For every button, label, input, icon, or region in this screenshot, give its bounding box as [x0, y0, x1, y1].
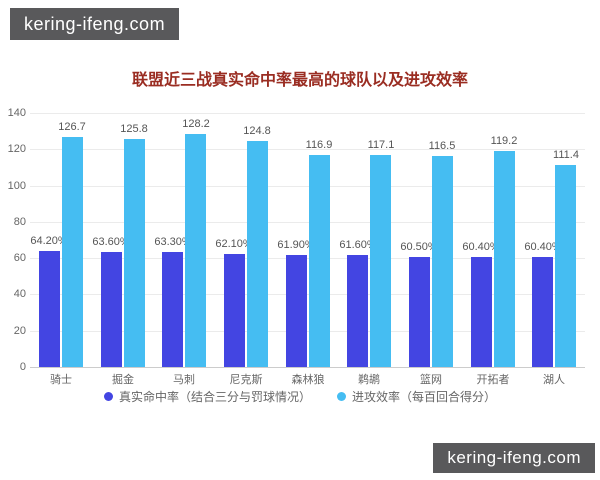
value-label-offensive-rating: 117.1 [367, 139, 395, 151]
value-label-true-shooting: 60.50% [400, 241, 438, 253]
x-tick-label: 开拓者 [476, 374, 510, 386]
bar-true-shooting [532, 257, 553, 367]
watermark-top-left: kering-ifeng.com [10, 8, 180, 40]
value-label-offensive-rating: 116.9 [305, 139, 333, 151]
bar-offensive-rating [247, 141, 268, 367]
value-label-true-shooting: 63.60% [92, 236, 130, 248]
x-tick-label: 骑士 [50, 374, 72, 386]
bar-true-shooting [409, 257, 430, 367]
gridline [30, 258, 585, 259]
y-tick-label: 100 [7, 180, 26, 192]
legend-marker-offensive-rating-icon [337, 392, 346, 401]
value-label-true-shooting: 61.60% [339, 239, 377, 251]
bar-true-shooting [286, 255, 307, 367]
gridline [30, 331, 585, 332]
bar-offensive-rating [494, 151, 515, 367]
legend-label-true-shooting: 真实命中率（结合三分与罚球情况） [118, 390, 311, 404]
x-tick-label: 马刺 [173, 374, 195, 386]
legend-item-true-shooting[interactable]: 真实命中率（结合三分与罚球情况） [103, 388, 311, 405]
value-label-true-shooting: 64.20% [30, 235, 68, 247]
chart-title: 联盟近三战真实命中率最高的球队以及进攻效率 [131, 72, 468, 89]
y-tick-label: 120 [7, 143, 26, 155]
bar-true-shooting [347, 255, 368, 367]
value-label-offensive-rating: 119.2 [490, 135, 518, 147]
x-tick-label: 湖人 [543, 374, 565, 386]
gridline [30, 149, 585, 150]
x-tick-label: 掘金 [112, 374, 134, 386]
bar-offensive-rating [124, 139, 145, 367]
value-label-true-shooting: 60.40% [462, 241, 500, 253]
x-tick-label: 森林狼 [291, 374, 325, 386]
value-label-offensive-rating: 128.2 [182, 118, 210, 130]
gridline [30, 186, 585, 187]
value-label-true-shooting: 62.10% [215, 238, 253, 250]
value-label-offensive-rating: 126.7 [58, 121, 86, 133]
y-tick-label: 60 [13, 252, 26, 264]
bar-true-shooting [162, 252, 183, 367]
bar-offensive-rating [432, 156, 453, 367]
bar-true-shooting [101, 252, 122, 367]
gridline [30, 113, 585, 114]
x-axis-line [30, 367, 585, 368]
value-label-offensive-rating: 124.8 [243, 125, 271, 137]
y-tick-label: 20 [13, 325, 26, 337]
bar-offensive-rating [555, 165, 576, 367]
bar-true-shooting [39, 251, 60, 367]
legend-label-offensive-rating: 进攻效率（每百回合得分） [352, 390, 497, 404]
y-tick-label: 40 [13, 288, 26, 300]
value-label-offensive-rating: 125.8 [120, 123, 148, 135]
bar-offensive-rating [62, 137, 83, 367]
bar-offensive-rating [370, 155, 391, 367]
y-tick-label: 0 [19, 361, 26, 373]
value-label-offensive-rating: 111.4 [553, 149, 579, 161]
value-label-offensive-rating: 116.5 [428, 140, 456, 152]
watermark-bottom-right: kering-ifeng.com [433, 443, 595, 473]
x-tick-label: 鹈鹕 [358, 374, 380, 386]
bar-offensive-rating [185, 134, 206, 367]
value-label-true-shooting: 63.30% [154, 236, 192, 248]
y-tick-label: 80 [13, 216, 26, 228]
y-tick-label: 140 [7, 107, 26, 119]
legend-marker-true-shooting-icon [103, 392, 113, 401]
legend-item-offensive-rating[interactable]: 进攻效率（每百回合得分） [337, 388, 496, 405]
value-label-true-shooting: 60.40% [524, 241, 562, 253]
x-tick-label: 尼克斯 [229, 374, 263, 386]
bar-offensive-rating [309, 155, 330, 367]
bar-true-shooting [471, 257, 492, 367]
gridline [30, 222, 585, 223]
bar-true-shooting [224, 254, 245, 367]
x-tick-label: 篮网 [420, 374, 442, 386]
value-label-true-shooting: 61.90% [277, 239, 315, 251]
chart-legend: 真实命中率（结合三分与罚球情况） 进攻效率（每百回合得分） [0, 388, 600, 405]
gridline [30, 294, 585, 295]
